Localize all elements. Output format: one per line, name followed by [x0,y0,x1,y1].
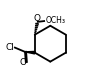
Text: O: O [20,58,27,67]
Text: O: O [34,14,41,23]
Polygon shape [25,51,35,54]
Text: OCH₃: OCH₃ [45,16,65,25]
Text: Cl: Cl [5,43,14,52]
